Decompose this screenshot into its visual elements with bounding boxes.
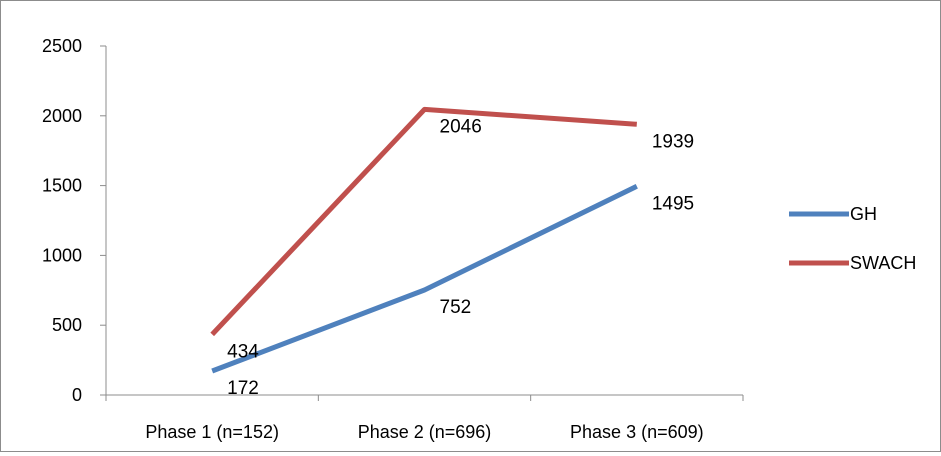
series-line-swach [212,109,637,334]
x-tick-label: Phase 3 (n=609) [570,422,704,442]
x-axis: Phase 1 (n=152) Phase 2 (n=696) Phase 3 (n… [106,395,743,442]
y-tick-label: 1500 [42,176,82,196]
series-line-gh [212,186,637,371]
legend: GH SWACH [789,204,916,273]
data-label-swach: 434 [227,341,259,362]
y-tick-label: 0 [72,385,82,405]
y-tick-label: 500 [52,315,82,335]
data-label-swach: 2046 [440,116,482,137]
data-label-gh: 752 [440,297,472,318]
legend-label-swach: SWACH [850,253,916,273]
data-label-gh: 1495 [652,193,694,214]
legend-label-gh: GH [850,204,877,224]
x-tick-label: Phase 1 (n=152) [145,422,279,442]
y-tick-label: 2000 [42,106,82,126]
y-tick-label: 1000 [42,245,82,265]
y-tick-label: 2500 [42,36,82,56]
data-label-swach: 1939 [652,131,694,152]
y-axis: 0 500 1000 1500 2000 2500 [42,36,106,405]
series-layer [212,109,637,371]
data-label-gh: 172 [227,378,259,399]
data-label-layer: 172 752 1495 434 2046 1939 [227,116,694,399]
x-tick-label: Phase 2 (n=696) [358,422,492,442]
